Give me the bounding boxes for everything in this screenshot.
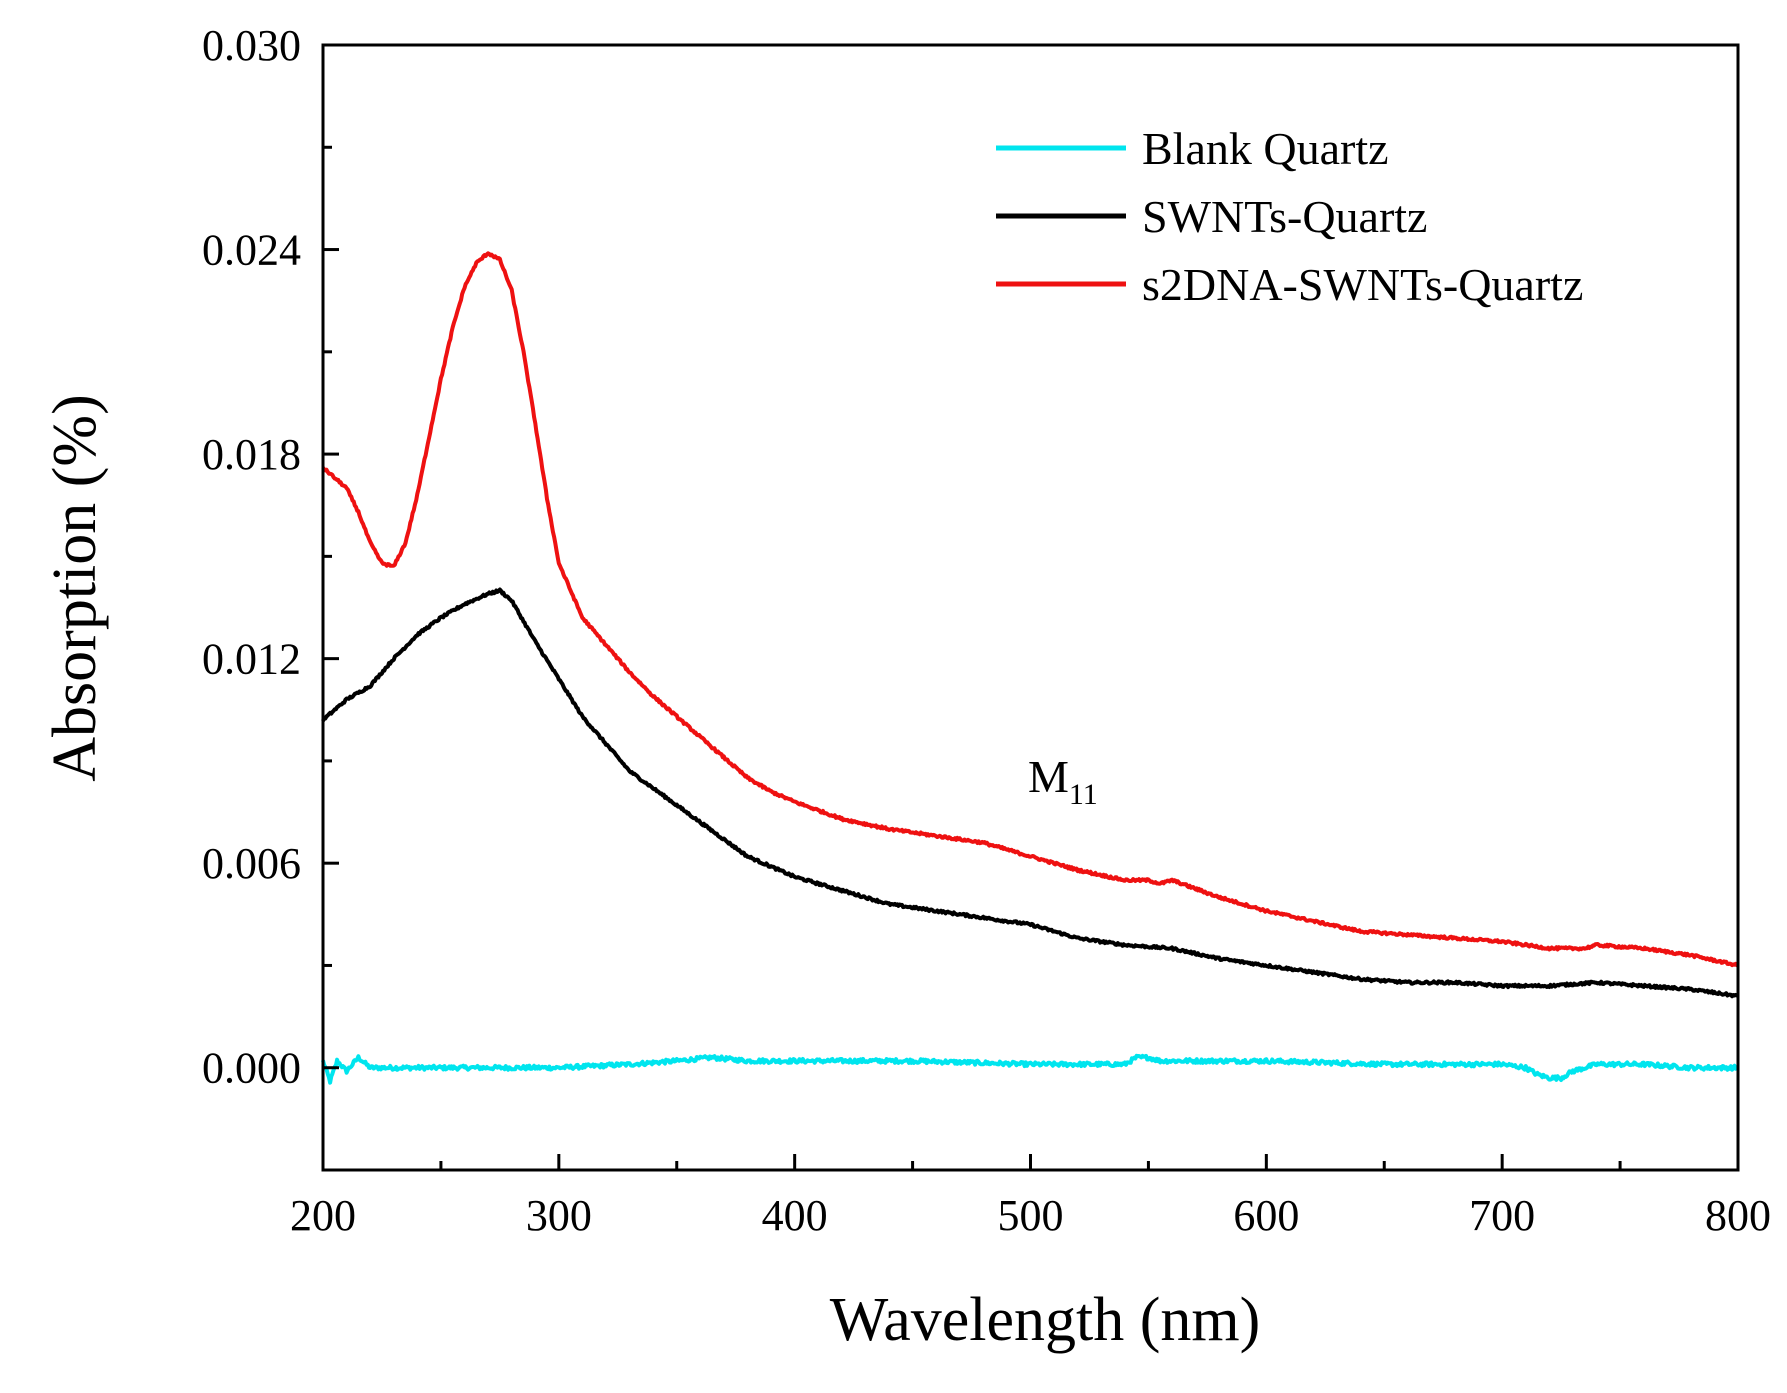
y-tick-label: 0.006 [202, 839, 301, 888]
annotation-m11-main: M [1028, 751, 1069, 802]
x-tick-label: 200 [290, 1191, 356, 1240]
x-tick-label: 300 [526, 1191, 592, 1240]
y-tick-label: 0.030 [202, 21, 301, 70]
legend-label: Blank Quartz [1142, 123, 1389, 174]
axis-tick-labels: 200 300 400 500 600 700 800 0.000 0.006 0.012 0.01… [202, 21, 1771, 1240]
x-axis-title: Wavelength (nm) [830, 1286, 1261, 1354]
x-tick-label: 600 [1233, 1191, 1299, 1240]
y-axis-title: Absorption (%) [41, 394, 109, 781]
annotation-m11: M11 [1028, 751, 1098, 811]
legend-label: SWNTs-Quartz [1142, 191, 1427, 242]
series-line-blank-quartz [321, 1053, 1740, 1085]
series-line-swnts-quartz [321, 587, 1740, 999]
axis-ticks [321, 43, 1740, 1170]
y-tick-label: 0.018 [202, 430, 301, 479]
x-tick-label: 400 [762, 1191, 828, 1240]
legend: Blank Quartz SWNTs-Quartz s2DNA-SWNTs-Quar… [996, 123, 1583, 310]
annotation-layer: M11 [1028, 751, 1098, 811]
y-tick-label: 0.012 [202, 635, 301, 684]
x-tick-label: 700 [1469, 1191, 1535, 1240]
annotation-m11-subscript: 11 [1069, 778, 1098, 811]
legend-label: s2DNA-SWNTs-Quartz [1142, 259, 1583, 310]
x-tick-label: 800 [1705, 1191, 1771, 1240]
y-tick-label: 0.000 [202, 1044, 301, 1093]
series-line-s2dna-swnts-quartz [321, 251, 1739, 968]
y-tick-label: 0.024 [202, 226, 301, 275]
x-tick-label: 500 [998, 1191, 1064, 1240]
series-layer [321, 251, 1740, 1085]
